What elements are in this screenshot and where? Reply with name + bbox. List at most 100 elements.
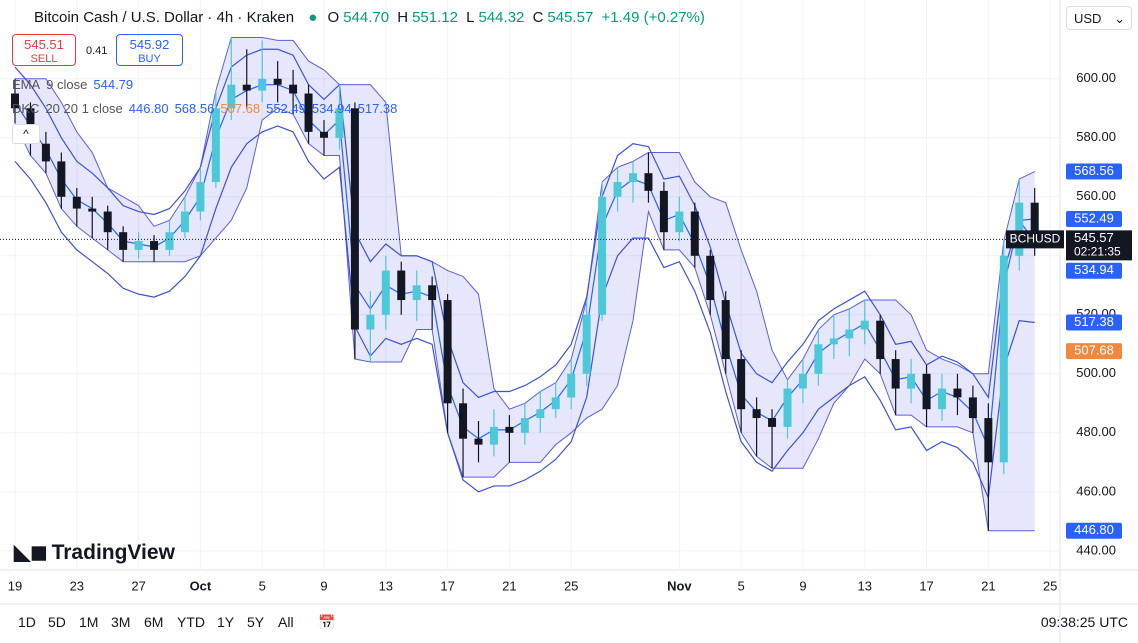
candle-body: [768, 418, 777, 427]
candle-body: [397, 270, 406, 301]
candle-body: [876, 320, 885, 360]
candle-body: [567, 373, 576, 398]
candle-body: [829, 338, 838, 345]
candle-body: [459, 403, 468, 439]
candle-body: [675, 211, 684, 233]
candle-body: [320, 131, 328, 138]
x-tick-label: Nov: [667, 578, 692, 593]
collapse-button[interactable]: ^: [12, 124, 40, 144]
candle-body: [304, 93, 313, 132]
candle-body: [1030, 202, 1039, 240]
countdown: 02:21:35: [1074, 245, 1121, 259]
candle-body: [1015, 202, 1024, 256]
candle-body: [289, 84, 298, 94]
dkc-value: 534.94: [311, 101, 352, 116]
candle-body: [613, 182, 622, 197]
bottom-toolbar: 1D 5D 1M 3M 6M YTD 1Y 5Y All 📅 09:38:25 UTC: [0, 606, 1138, 636]
candle-body: [11, 93, 19, 109]
candle-body: [922, 373, 931, 410]
candle-body: [551, 397, 560, 410]
candle-body: [721, 300, 730, 360]
price-tag-label: 517.38: [1074, 314, 1114, 329]
range-button[interactable]: All: [278, 614, 294, 630]
keltner-lower: [14, 125, 1035, 500]
currency-select[interactable]: USD ⌄: [1066, 6, 1132, 30]
c-label: C: [532, 9, 544, 26]
x-tick-label: 5: [259, 578, 266, 593]
dkc-value: 517.38: [357, 101, 398, 116]
candle-body: [520, 418, 529, 433]
y-tick-label: 580.00: [1076, 129, 1116, 144]
candle-body: [211, 108, 220, 183]
y-tick-label: 500.00: [1076, 365, 1116, 380]
x-tick-label: 25: [564, 578, 578, 593]
candle-body: [412, 285, 421, 301]
symbol-tag-label: BCHUSD: [1010, 232, 1061, 246]
range-button[interactable]: 1Y: [217, 614, 235, 630]
range-button[interactable]: 1D: [18, 614, 36, 630]
ema-line: [14, 84, 1036, 450]
date-picker[interactable]: 📅: [318, 614, 336, 630]
price-tag: [1066, 343, 1122, 360]
candle-body: [150, 241, 159, 250]
dkc-legend: DKC 20 20 1 close 446.80 568.56 507.68 552.49…: [12, 101, 409, 116]
x-tick-label: 17: [919, 578, 933, 593]
l-label: L: [466, 9, 475, 26]
candle-body: [505, 426, 514, 433]
range-button[interactable]: 1M: [79, 614, 99, 630]
price-tag: [1066, 163, 1122, 180]
buy-button[interactable]: 545.92 BUY: [116, 34, 183, 66]
candle-body: [180, 211, 189, 233]
sell-button[interactable]: 545.51 SELL: [12, 34, 76, 66]
candle-body: [443, 300, 452, 404]
range-button[interactable]: 5D: [48, 614, 66, 630]
l-value: 544.32: [478, 9, 525, 26]
dkc-params: 20 20 1 close: [45, 101, 123, 116]
candle-body: [907, 373, 916, 389]
range-button[interactable]: YTD: [177, 614, 205, 630]
sell-price: 545.51: [24, 37, 64, 52]
candle-body: [165, 232, 174, 250]
candle-body: [196, 182, 205, 212]
candle-body: [845, 329, 854, 339]
candle-body: [891, 359, 900, 389]
candle-body: [119, 232, 128, 250]
o-value: 544.70: [343, 9, 390, 26]
x-tick-label: 17: [440, 578, 454, 593]
price-tag: [1066, 210, 1122, 227]
x-tick-label: 13: [858, 578, 872, 593]
logo: ◣◼ TradingView: [14, 541, 175, 564]
sell-label: SELL: [30, 53, 58, 65]
ema-value: 544.79: [93, 77, 134, 92]
x-tick-label: 19: [8, 578, 22, 593]
candle-body: [103, 211, 112, 233]
candle-body: [134, 241, 143, 250]
price-tag: [1066, 522, 1122, 539]
candle-body: [953, 388, 962, 398]
change: +1.49 (+0.27%): [601, 9, 705, 26]
candle-body: [737, 359, 746, 410]
price-tag: [1066, 262, 1122, 279]
price-tag-label: 552.49: [1074, 210, 1114, 225]
x-tick-label: 9: [799, 578, 806, 593]
candle-body: [428, 285, 437, 301]
ema-params: 9 close: [46, 77, 88, 92]
last-price-tag: [1066, 230, 1132, 261]
x-tick-label: 27: [131, 578, 145, 593]
x-tick-label: Oct: [190, 578, 212, 593]
candle-body: [258, 78, 267, 91]
clock: 09:38:25 UTC: [1040, 614, 1128, 630]
range-button[interactable]: 6M: [144, 614, 164, 630]
dkc-value: 446.80: [128, 101, 169, 116]
h-label: H: [397, 9, 409, 26]
range-button[interactable]: 5Y: [247, 614, 265, 630]
logo-text: TradingView: [51, 541, 175, 564]
candle-body: [706, 255, 715, 301]
candle-body: [690, 211, 699, 256]
range-button[interactable]: 3M: [111, 614, 131, 630]
candle-body: [536, 409, 545, 419]
price-tag: [1066, 314, 1122, 331]
candle-body: [474, 438, 483, 445]
